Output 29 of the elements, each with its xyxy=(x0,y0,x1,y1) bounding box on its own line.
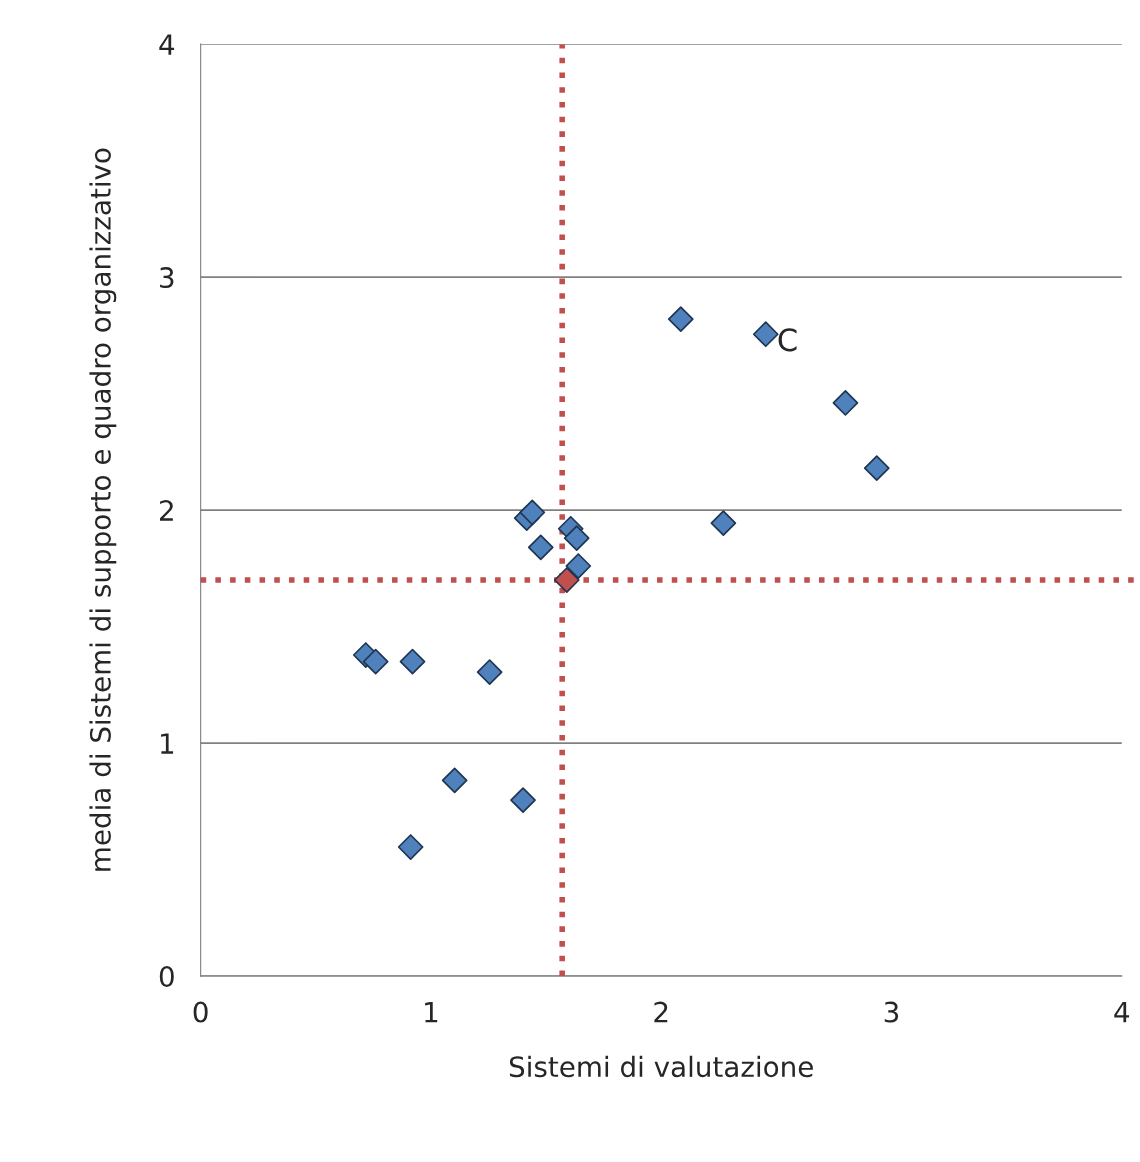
y-tick-label: 4 xyxy=(159,34,175,55)
point xyxy=(510,787,536,814)
y-tick-label: 3 xyxy=(160,267,174,289)
point xyxy=(667,306,694,332)
y-tick-label: 1 xyxy=(161,733,174,754)
point xyxy=(863,455,890,482)
x-axis-title: Sistemi di valutazione xyxy=(509,1055,813,1078)
point xyxy=(752,321,779,348)
x-tick-label: 3 xyxy=(884,1001,899,1023)
point xyxy=(519,499,546,526)
y-tick-label: 2 xyxy=(160,500,173,521)
annotation: C xyxy=(778,328,797,352)
point xyxy=(553,567,580,593)
point xyxy=(832,390,859,416)
point xyxy=(527,534,554,561)
point xyxy=(362,648,389,675)
point xyxy=(710,510,737,537)
point xyxy=(397,834,424,860)
y-tick-label: 0 xyxy=(159,966,174,988)
x-tick-label: 2 xyxy=(654,1001,668,1023)
point xyxy=(476,659,503,685)
point xyxy=(399,648,426,675)
x-tick-label: 1 xyxy=(425,1001,438,1023)
point xyxy=(563,525,590,551)
point xyxy=(565,553,592,579)
x-tick-label: 4 xyxy=(1114,1001,1130,1023)
x-tick-label: 0 xyxy=(193,1001,208,1023)
y-axis-title: media di Sistemi di supporto e quadro organizzativo xyxy=(89,148,117,871)
point xyxy=(441,767,468,794)
